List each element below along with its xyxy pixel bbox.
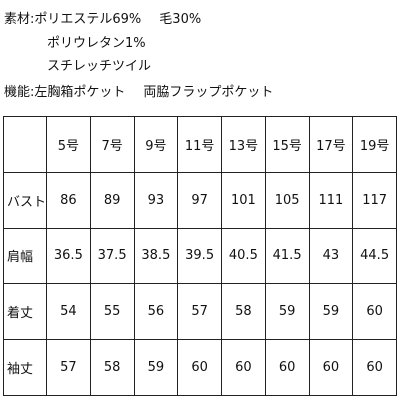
table-cell: 59 (133, 339, 179, 396)
feature-side-pockets: 両脇フラップポケット (143, 85, 274, 100)
size-header-11: 11号 (177, 116, 222, 173)
table-cell: 89 (89, 171, 135, 229)
table-cell: 60 (352, 283, 397, 341)
material-label: 素材: (4, 12, 35, 27)
row-label-length: 着丈 (3, 283, 47, 341)
table-cell: 60 (264, 339, 310, 396)
table-row-bust: バスト 86 89 93 97 101 105 111 117 (3, 171, 397, 229)
table-cell: 59 (264, 283, 310, 341)
table-cell: 44.5 (352, 227, 397, 285)
material-line-3: スチレッチツイル (47, 59, 152, 74)
table-cell: 58 (221, 283, 266, 341)
size-header-5: 5号 (46, 116, 91, 173)
table-cell: 97 (177, 171, 222, 229)
table-cell: 93 (133, 171, 179, 229)
features-label: 機能: (4, 85, 35, 100)
features-line: 機能:左胸箱ポケット 両脇フラップポケット (4, 85, 273, 101)
size-header-13: 13号 (221, 116, 266, 173)
row-label-shoulder: 肩幅 (3, 227, 47, 285)
size-header-19: 19号 (352, 116, 397, 173)
row-label-bust: バスト (3, 171, 47, 229)
size-header-row: 5号 7号 9号 11号 13号 15号 17号 19号 (3, 116, 397, 173)
size-header-15: 15号 (264, 116, 310, 173)
material-polyester: ポリエステル69% (34, 12, 142, 27)
table-cell: 54 (46, 283, 91, 341)
size-header-17: 17号 (308, 116, 354, 173)
table-cell: 59 (308, 283, 354, 341)
feature-chest-pocket: 左胸箱ポケット (34, 85, 126, 100)
material-line-1: 素材:ポリエステル69% 毛30% (4, 12, 201, 28)
header-corner (3, 116, 47, 173)
table-cell: 60 (352, 339, 397, 396)
table-row-shoulder: 肩幅 36.5 37.5 38.5 39.5 40.5 41.5 43 44.5 (3, 227, 397, 285)
table-cell: 117 (352, 171, 397, 229)
table-cell: 55 (89, 283, 135, 341)
table-cell: 86 (46, 171, 91, 229)
table-cell: 58 (89, 339, 135, 396)
table-cell: 60 (177, 339, 222, 396)
table-cell: 111 (308, 171, 354, 229)
table-row-sleeve: 袖丈 57 58 59 60 60 60 60 60 (3, 339, 397, 396)
size-table: 5号 7号 9号 11号 13号 15号 17号 19号 バスト 86 89 9… (3, 116, 397, 396)
material-line-2: ポリウレタン1% (47, 36, 146, 51)
table-cell: 38.5 (133, 227, 179, 285)
table-cell: 56 (133, 283, 179, 341)
table-cell: 37.5 (89, 227, 135, 285)
size-header-9: 9号 (133, 116, 179, 173)
table-cell: 60 (221, 339, 266, 396)
table-cell: 41.5 (264, 227, 310, 285)
table-cell: 105 (264, 171, 310, 229)
table-cell: 43 (308, 227, 354, 285)
table-cell: 40.5 (221, 227, 266, 285)
table-cell: 36.5 (46, 227, 91, 285)
table-cell: 101 (221, 171, 266, 229)
table-cell: 60 (308, 339, 354, 396)
material-wool: 毛30% (159, 12, 202, 27)
table-cell: 39.5 (177, 227, 222, 285)
size-header-7: 7号 (89, 116, 135, 173)
row-label-sleeve: 袖丈 (3, 339, 47, 396)
table-cell: 57 (177, 283, 222, 341)
table-cell: 57 (46, 339, 91, 396)
table-row-length: 着丈 54 55 56 57 58 59 59 60 (3, 283, 397, 341)
